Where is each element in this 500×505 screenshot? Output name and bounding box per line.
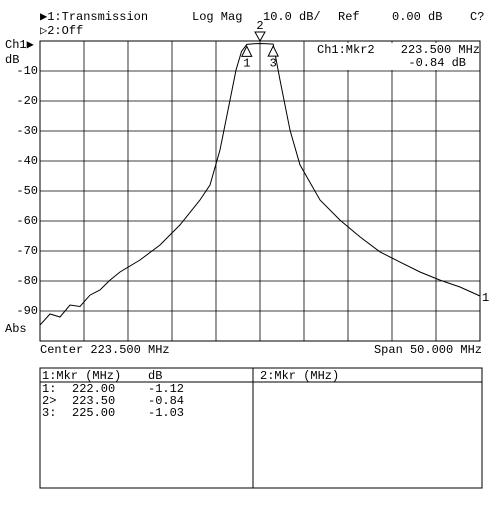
ref-value: 0.00 dB bbox=[392, 10, 442, 24]
table-header: 1:Mkr (MHz) bbox=[42, 369, 121, 383]
table-cell: 222.00 bbox=[72, 382, 115, 396]
x-left-label: Center 223.500 MHz bbox=[40, 343, 170, 357]
marker-label: 1 bbox=[243, 57, 250, 71]
marker bbox=[240, 45, 253, 57]
marker-label: 2 bbox=[256, 19, 263, 33]
trace bbox=[39, 42, 481, 326]
readout-title: Ch1:Mkr2 bbox=[317, 43, 375, 57]
table-cell: 3: bbox=[42, 406, 56, 420]
ref-marker: 1 bbox=[482, 291, 489, 305]
scale-label: 10.0 dB/ bbox=[263, 10, 321, 24]
marker bbox=[267, 44, 280, 57]
table-cell: 1: bbox=[42, 382, 56, 396]
readout-level: -0.84 dB bbox=[408, 56, 466, 70]
trace2-label: ▷2:Off bbox=[40, 24, 83, 38]
marker-label: 3 bbox=[270, 56, 277, 70]
y-tick-label: -20 bbox=[16, 94, 38, 108]
table-cell: 2> bbox=[42, 394, 56, 408]
y-tick-label: -10 bbox=[16, 64, 38, 78]
table-cell: 225.00 bbox=[72, 406, 115, 420]
table-cell: 223.50 bbox=[72, 394, 115, 408]
table-cell: -1.03 bbox=[148, 406, 184, 420]
trace1-label: ▶1:Transmission bbox=[40, 10, 148, 24]
marker bbox=[254, 31, 266, 43]
y-bottom-label: Abs bbox=[5, 322, 27, 336]
x-right-label: Span 50.000 MHz bbox=[374, 343, 482, 357]
table-cell: -0.84 bbox=[148, 394, 184, 408]
y-unit: dB bbox=[5, 53, 19, 67]
table-frame bbox=[39, 367, 483, 489]
table-cell: -1.12 bbox=[148, 382, 184, 396]
y-tick-label: -90 bbox=[16, 304, 38, 318]
ref-label: Ref bbox=[338, 10, 360, 24]
readout-frequency: 223.500 MHz bbox=[401, 43, 480, 57]
format-label: Log Mag bbox=[192, 10, 242, 24]
y-tick-label: -80 bbox=[16, 274, 38, 288]
table-header: dB bbox=[148, 369, 162, 383]
y-tick-label: -60 bbox=[16, 214, 38, 228]
readout-bg bbox=[315, 43, 479, 70]
y-tick-label: -40 bbox=[16, 154, 38, 168]
y-tick-label: -50 bbox=[16, 184, 38, 198]
channel-label: Ch1▶ bbox=[5, 38, 35, 52]
table-header: 2:Mkr (MHz) bbox=[260, 369, 339, 383]
status-label: C? bbox=[470, 10, 484, 24]
y-tick-label: -30 bbox=[16, 124, 38, 138]
y-tick-label: -70 bbox=[16, 244, 38, 258]
